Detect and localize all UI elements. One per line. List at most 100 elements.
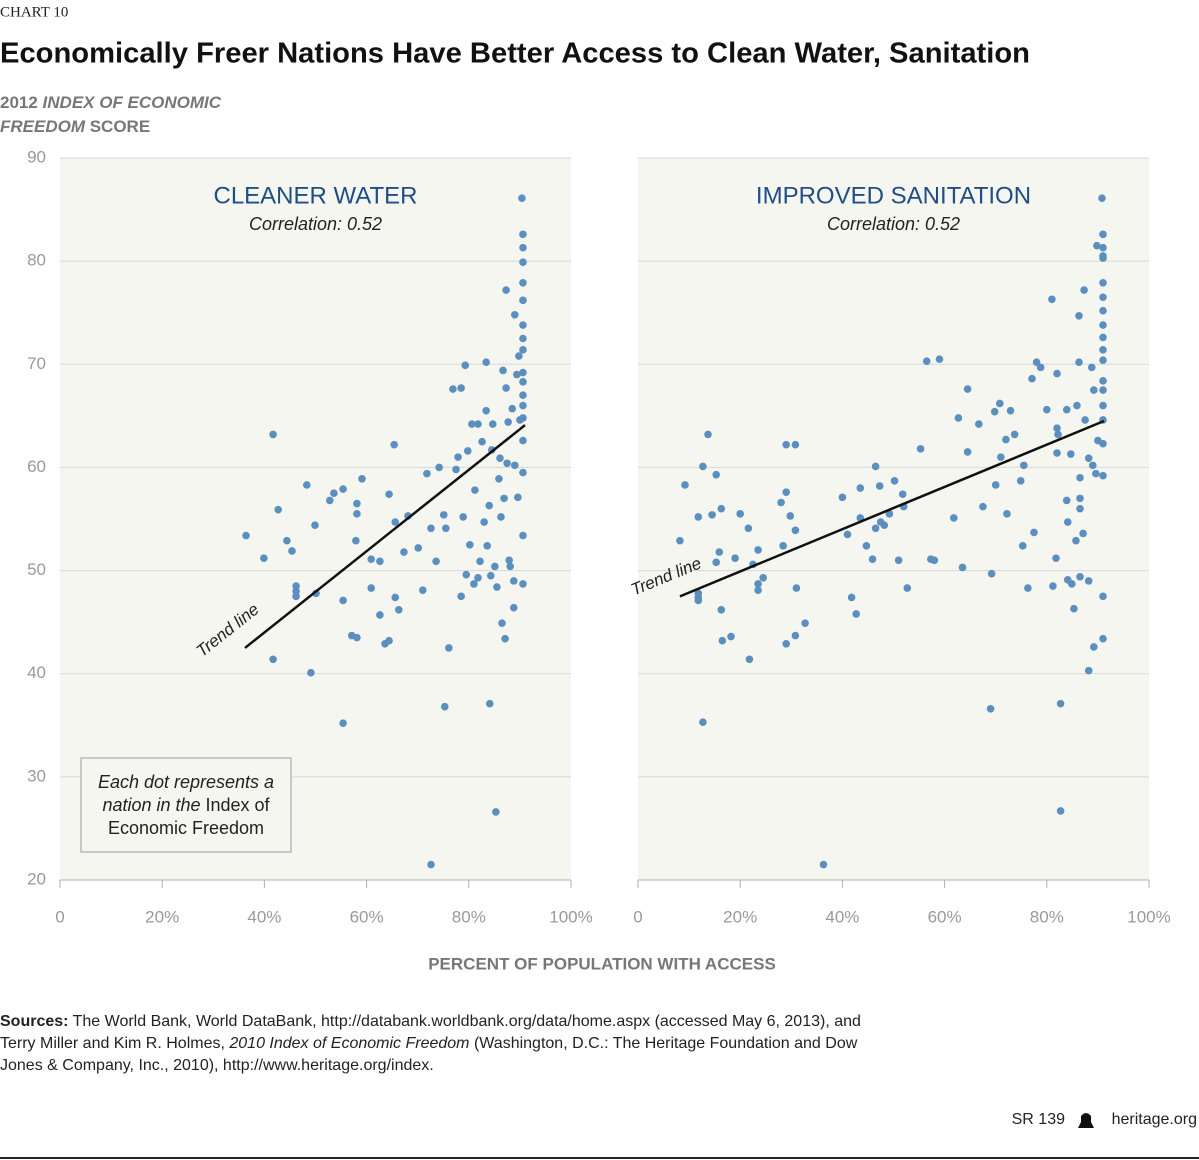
dot <box>1087 363 1096 372</box>
dot <box>694 513 703 521</box>
dot <box>759 573 767 582</box>
dot <box>838 493 847 502</box>
dot <box>1081 416 1089 424</box>
sources-part: (Washington, D.C.: The Heritage Foundati… <box>470 1035 858 1052</box>
dot <box>786 512 795 520</box>
dot <box>499 366 507 375</box>
dot <box>502 286 510 294</box>
dot <box>459 513 467 521</box>
dot <box>510 461 519 470</box>
dot <box>1056 807 1065 815</box>
dot <box>468 420 476 428</box>
dot <box>958 563 967 572</box>
dot <box>717 605 726 614</box>
dot <box>699 462 707 471</box>
dot <box>717 504 726 513</box>
dot <box>779 542 787 550</box>
dot <box>754 586 762 594</box>
dot <box>1067 450 1075 458</box>
x-tick-label: 20% <box>723 907 757 926</box>
dot <box>699 718 707 726</box>
dot <box>1084 577 1093 585</box>
note-text: Economic Freedom <box>108 818 264 838</box>
dot <box>1062 496 1071 505</box>
x-tick-label: 0 <box>55 907 64 926</box>
dot <box>1075 312 1083 320</box>
dot <box>963 385 972 393</box>
dot <box>500 494 508 503</box>
dot <box>485 699 494 708</box>
dot <box>330 489 338 498</box>
x-tick-label: 60% <box>928 907 962 926</box>
y-tick-label: 50 <box>27 560 46 579</box>
dot <box>492 808 500 816</box>
y-tick-label: 80 <box>27 251 46 270</box>
dot <box>935 355 944 363</box>
dot <box>782 640 790 648</box>
dot <box>954 414 963 422</box>
dot <box>727 632 735 641</box>
y-axis-label-part: 2012 <box>0 93 43 112</box>
dot <box>1070 604 1078 613</box>
trend-line <box>244 424 526 649</box>
y-tick-label: 40 <box>27 663 46 682</box>
dot <box>880 521 889 529</box>
note-text-part: Economic Freedom <box>108 818 264 838</box>
dot <box>449 385 457 393</box>
dot <box>352 536 360 545</box>
dot <box>260 554 268 562</box>
dot <box>963 448 972 456</box>
note-text-part: Each dot represents a <box>98 772 274 792</box>
dot <box>715 548 724 556</box>
dot <box>339 719 347 728</box>
dot <box>519 243 527 252</box>
site: heritage.org <box>1112 1111 1197 1128</box>
dot <box>519 368 527 377</box>
dot <box>949 514 958 522</box>
dot <box>991 481 1000 489</box>
bell-icon <box>1078 1113 1094 1128</box>
dot <box>442 524 450 533</box>
dot <box>435 463 443 472</box>
dot <box>1076 473 1084 482</box>
y-tick-label: 60 <box>27 457 46 476</box>
dot <box>1080 286 1088 294</box>
dot <box>519 296 527 305</box>
dot <box>979 502 987 511</box>
dot <box>491 562 499 571</box>
sources-part: Jones & Company, Inc., 2010), http://www… <box>0 1057 434 1074</box>
dot <box>353 510 361 518</box>
dot <box>519 580 527 588</box>
y-axis-label-part: INDEX OF ECONOMIC <box>43 93 222 112</box>
dot <box>501 634 509 643</box>
sources-part: Sources: <box>0 1013 68 1030</box>
dot <box>1099 293 1107 302</box>
dot <box>1099 592 1107 601</box>
dot <box>791 526 800 535</box>
dot <box>1084 666 1093 675</box>
dot <box>791 631 800 640</box>
dot <box>856 484 865 492</box>
dot <box>1088 461 1097 470</box>
dot <box>1024 584 1032 592</box>
dot <box>463 447 472 455</box>
dot <box>486 571 495 580</box>
dot <box>474 573 482 582</box>
dot <box>975 420 983 428</box>
dot <box>461 361 470 370</box>
dot <box>1090 643 1098 651</box>
dot <box>1032 358 1041 367</box>
dot <box>922 357 931 365</box>
note-box <box>80 757 292 853</box>
dot <box>367 584 375 592</box>
dot <box>307 668 315 677</box>
dot <box>394 605 403 614</box>
dot <box>457 592 465 601</box>
dot <box>1052 554 1060 562</box>
dot <box>482 358 490 367</box>
dot <box>1002 435 1010 444</box>
sources: Jones & Company, Inc., 2010), http://www… <box>0 1057 434 1074</box>
dot <box>1076 572 1084 581</box>
dot <box>353 499 361 508</box>
dot <box>681 481 689 489</box>
